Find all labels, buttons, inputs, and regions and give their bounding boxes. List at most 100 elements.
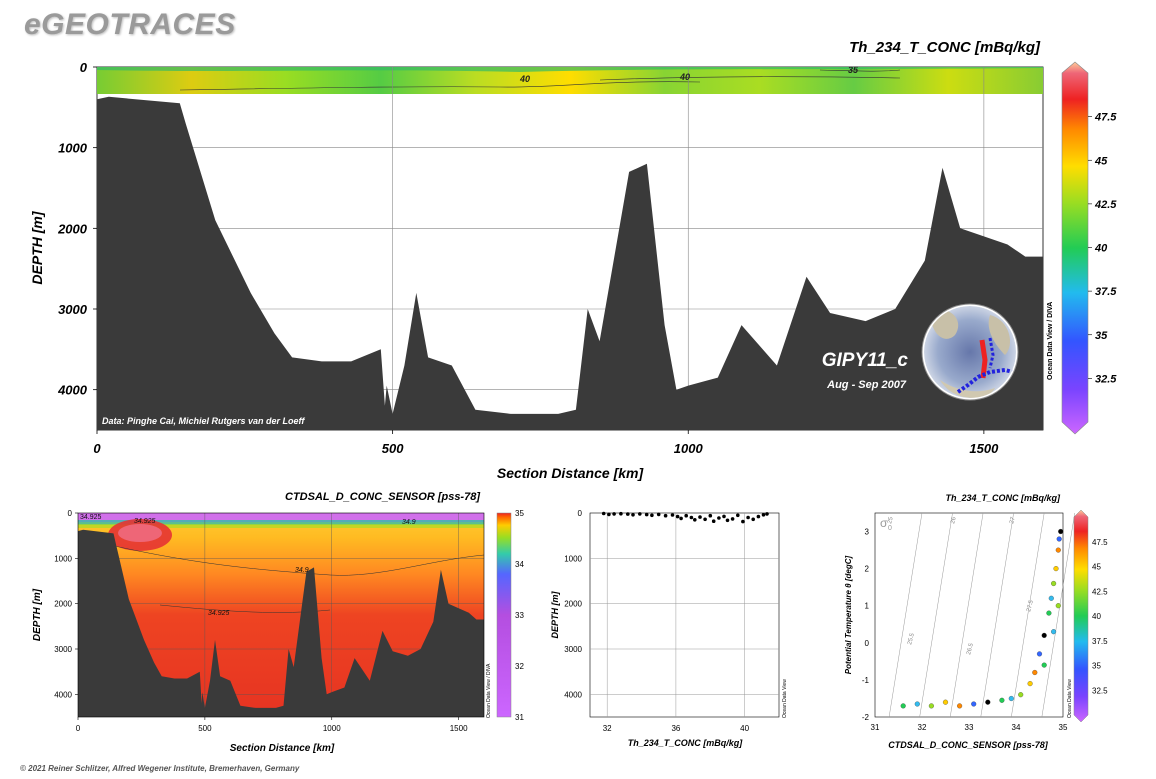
main-x-tick-label: 0	[93, 441, 101, 456]
contour-label-1: 40	[519, 74, 530, 84]
ts-colorbar-bar	[1073, 509, 1089, 723]
main-y-tick-label: 2000	[57, 221, 88, 236]
ts-colorbar-tick-label: 37.5	[1092, 637, 1108, 646]
profile-point	[612, 512, 616, 516]
profile-y-tick-label: 4000	[564, 690, 582, 699]
ts-point	[957, 703, 963, 709]
isopycnal-line	[919, 512, 953, 718]
ts-colorbar-ticks: 47.5 45 42.5 40 37.5 35 32.5	[1092, 538, 1108, 696]
ts-ylabel: Potential Temperature θ [degC]	[844, 555, 853, 674]
profile-y-ticks: 0 1000 2000 3000 4000	[564, 509, 582, 699]
ts-x-tick-label: 34	[1012, 723, 1021, 732]
sal-contour-label-1: 34.925	[80, 514, 102, 521]
salinity-colorbar-tick-label: 32	[515, 662, 524, 671]
main-y-ticks: 0 1000 2000 3000 4000	[57, 60, 97, 398]
profile-point	[638, 512, 642, 516]
profile-point	[765, 512, 769, 516]
profile-x-tick-label: 36	[671, 724, 680, 733]
ts-point	[1058, 528, 1064, 535]
sal-contour-label-3: 34.9	[402, 519, 416, 526]
ts-x-ticks: 31 32 33 34 35	[871, 723, 1068, 732]
profile-points	[601, 511, 769, 524]
ts-x-tick-label: 32	[918, 723, 927, 732]
ts-point	[1053, 566, 1059, 572]
main-colorbar-tick-label: 45	[1094, 155, 1108, 167]
profile-point	[607, 512, 611, 517]
isopycnal-line	[888, 512, 923, 718]
profile-x-tick-label: 32	[603, 724, 612, 733]
profile-frame	[589, 512, 780, 718]
salinity-x-tick-label: 1500	[450, 724, 468, 733]
surface-th-layer	[97, 67, 1043, 94]
salinity-contour-349	[109, 544, 484, 576]
contour-40-line-b	[599, 76, 901, 81]
salinity-warm-core-inner	[118, 524, 162, 542]
profile-y-tick-label: 2000	[564, 600, 582, 609]
inset-map-land-3	[940, 380, 995, 398]
salinity-section-plot: CTDSAL_D_CONC_SENSOR [pss-78] 34.925 34.…	[32, 491, 492, 754]
ts-point	[900, 703, 906, 709]
profile-point	[693, 518, 697, 522]
isopycnal-label-265: 26.5	[966, 642, 975, 655]
ts-point	[1055, 547, 1061, 553]
ts-colorbar-tick-label: 45	[1092, 563, 1101, 572]
ts-x-tick-label: 31	[871, 723, 880, 732]
main-colorbar: 47.5 45 42.5 40 37.5 35 32.5	[1061, 61, 1117, 435]
ts-point	[1036, 651, 1043, 657]
salinity-halocline	[78, 520, 484, 525]
ts-y-tick-label: 3	[865, 528, 870, 537]
main-y-tick-label: 0	[80, 60, 88, 75]
ts-point	[999, 697, 1005, 703]
isopycnal-line	[949, 512, 984, 718]
ts-point	[985, 699, 991, 705]
profile-point	[722, 514, 726, 519]
profile-grid	[590, 513, 779, 717]
ts-colorbar: 47.5 45 42.5 40 37.5 35 32.5	[1073, 509, 1108, 723]
profile-y-tick-label: 3000	[564, 645, 582, 654]
profile-point	[626, 512, 630, 516]
salinity-colorbar-tick-label: 35	[515, 509, 524, 518]
profile-x-ticks: 32 36 40	[603, 724, 750, 733]
ts-colorbar-tick-label: 32.5	[1092, 686, 1108, 695]
main-colorbar-tick-label: 32.5	[1095, 373, 1117, 385]
profile-y-tick-label: 0	[578, 509, 583, 518]
ts-colorbar-tick-label: 35	[1092, 662, 1101, 671]
profile-point	[656, 512, 661, 517]
salinity-x-ticks: 0 500 1000 1500	[76, 717, 468, 733]
main-colorbar-ticks: 47.5 45 42.5 40 37.5 35 32.5	[1088, 112, 1117, 385]
main-section-plot: Th_234_T_CONC [mBq/kg] 40 40 35 Data: Pi…	[29, 39, 1054, 481]
profile-point	[761, 513, 766, 517]
profile-xlabel: Th_234_T_CONC [mBq/kg]	[628, 738, 744, 748]
ts-colorbar-tick-label: 42.5	[1092, 587, 1108, 596]
profile-y-tick-label: 1000	[564, 554, 582, 563]
ts-point	[1055, 603, 1061, 609]
inset-map	[921, 303, 1019, 401]
ts-isopycnals	[888, 512, 1075, 718]
ts-y-ticks: 3 2 1 0 -1 -2	[862, 528, 870, 722]
profile-point	[730, 517, 735, 521]
isopycnal-line	[1041, 512, 1075, 718]
ts-x-tick-label: 35	[1059, 723, 1068, 732]
odv-label-ts: Ocean Data View	[1067, 679, 1073, 718]
profile-point	[708, 513, 713, 518]
inset-map-track-blue	[956, 367, 1016, 394]
main-ylabel: DEPTH [m]	[29, 210, 45, 284]
salinity-ylabel: DEPTH [m]	[32, 588, 43, 641]
main-y-tick-label: 1000	[58, 141, 88, 156]
cruise-label: GIPY11_c	[822, 350, 909, 371]
salinity-y-tick-label: 1000	[54, 554, 72, 563]
profile-point	[756, 514, 761, 519]
sigma-subscript: 0	[888, 525, 892, 532]
profile-point	[703, 517, 707, 522]
ts-point	[1051, 580, 1057, 587]
main-colorbar-tick-label: 42.5	[1094, 199, 1117, 211]
salinity-x-tick-label: 500	[198, 724, 212, 733]
inset-map-land-2	[988, 315, 1010, 355]
ts-point	[1032, 669, 1038, 676]
main-x-tick-label: 500	[382, 441, 404, 456]
salinity-y-ticks: 0 1000 2000 3000 4000	[54, 509, 78, 699]
ts-point	[971, 701, 977, 707]
isopycnal-line	[1011, 512, 1045, 718]
odv-label-main: Ocean Data View / DIVA	[1047, 302, 1054, 380]
